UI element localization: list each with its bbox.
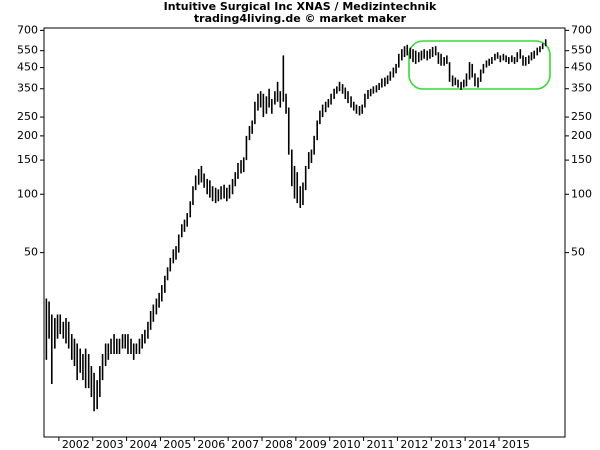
x-tick-label: 2009 xyxy=(299,438,327,450)
y-tick-label: 250 xyxy=(17,110,38,123)
y2-tick-label: 350 xyxy=(571,82,592,95)
y-tick-label: 200 xyxy=(17,129,38,142)
x-tick-label: 2012 xyxy=(400,438,428,450)
y2-tick-label: 450 xyxy=(571,61,592,74)
y-tick-label: 100 xyxy=(17,187,38,200)
y-tick-label: 50 xyxy=(24,246,38,259)
highlight-ellipse xyxy=(408,40,551,90)
y2-tick-label: 50 xyxy=(571,246,585,259)
x-tick-label: 2011 xyxy=(367,438,395,450)
y2-tick-label: 150 xyxy=(571,153,592,166)
x-tick-label: 2006 xyxy=(197,438,225,450)
y-tick-label: 700 xyxy=(17,23,38,36)
x-tick-label: 2014 xyxy=(468,438,496,450)
chart-title: Intuitive Surgical Inc XNAS / Medizintec… xyxy=(164,0,437,13)
y2-tick-label: 250 xyxy=(571,110,592,123)
y2-tick-label: 700 xyxy=(571,23,592,36)
y-tick-label: 550 xyxy=(17,44,38,57)
plot-frame xyxy=(43,27,566,438)
x-tick-label: 2007 xyxy=(231,438,259,450)
y-tick-label: 150 xyxy=(17,153,38,166)
y-tick-label: 350 xyxy=(17,82,38,95)
x-tick-label: 2002 xyxy=(62,438,90,450)
x-tick-label: 2004 xyxy=(130,438,158,450)
chart-subtitle: trading4living.de © market maker xyxy=(194,12,407,25)
x-tick-label: 2003 xyxy=(96,438,124,450)
x-tick-label: 2005 xyxy=(163,438,191,450)
y2-tick-label: 200 xyxy=(571,129,592,142)
y2-tick-label: 550 xyxy=(571,44,592,57)
y2-tick-label: 100 xyxy=(571,187,592,200)
y-tick-label: 450 xyxy=(17,61,38,74)
x-tick-label: 2010 xyxy=(333,438,361,450)
x-tick-label: 2013 xyxy=(434,438,462,450)
x-tick-label: 2008 xyxy=(265,438,293,450)
x-tick-label: 2015 xyxy=(502,438,530,450)
